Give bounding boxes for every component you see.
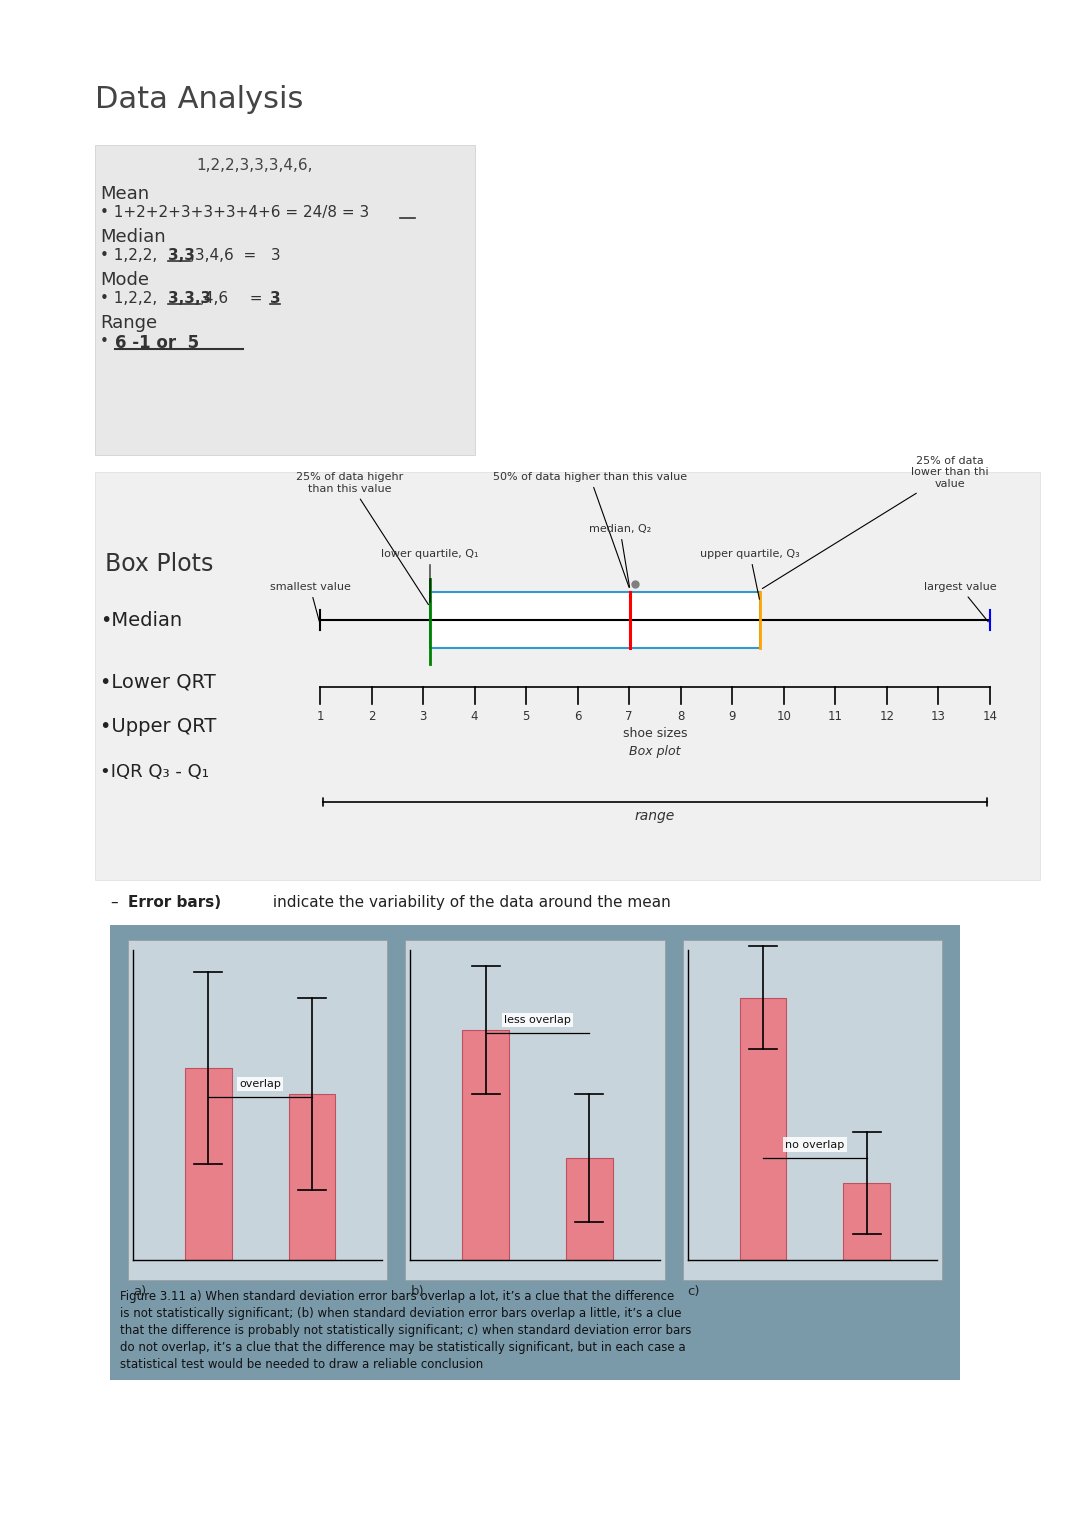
FancyBboxPatch shape [95,145,475,454]
Text: Box plot: Box plot [630,746,680,758]
Text: Data Analysis: Data Analysis [95,85,303,114]
Text: 1: 1 [316,711,324,723]
Text: 6 -1 or  5: 6 -1 or 5 [114,334,199,352]
Text: indicate the variability of the data around the mean: indicate the variability of the data aro… [268,895,671,910]
Text: 2: 2 [368,711,375,723]
Text: upper quartile, Q₃: upper quartile, Q₃ [700,549,800,599]
Text: less overlap: less overlap [504,1014,571,1025]
Text: smallest value: smallest value [270,583,350,621]
Text: median, Q₂: median, Q₂ [589,525,651,587]
Text: overlap: overlap [240,1078,281,1089]
Text: –: – [110,895,118,910]
FancyBboxPatch shape [462,1029,509,1260]
Text: 4: 4 [471,711,478,723]
Text: shoe sizes: shoe sizes [623,727,687,740]
Text: 50% of data higher than this value: 50% of data higher than this value [492,473,687,587]
Text: Mean: Mean [100,185,149,203]
Text: •Median: •Median [100,610,183,630]
Text: • 1+2+2+3+3+3+4+6 = 24/8 = 3: • 1+2+2+3+3+3+4+6 = 24/8 = 3 [100,204,369,220]
Text: 9: 9 [729,711,737,723]
Text: Box Plots: Box Plots [105,552,214,576]
Text: a): a) [133,1286,146,1298]
FancyBboxPatch shape [288,1093,336,1260]
Text: 14: 14 [983,711,998,723]
Text: Figure 3.11 a) When standard deviation error bars overlap a lot, it’s a clue tha: Figure 3.11 a) When standard deviation e… [120,1290,691,1371]
FancyBboxPatch shape [129,939,388,1279]
Text: 3,3: 3,3 [168,249,194,262]
Text: 5: 5 [523,711,530,723]
Text: 3: 3 [419,711,427,723]
FancyBboxPatch shape [740,997,786,1260]
Text: 12: 12 [879,711,894,723]
Text: •Lower QRT: •Lower QRT [100,673,216,691]
Text: 7: 7 [625,711,633,723]
Text: • 1,2,2,: • 1,2,2, [100,249,158,262]
Text: ,4,6: ,4,6 [200,291,229,307]
Text: •IQR Q₃ - Q₁: •IQR Q₃ - Q₁ [100,762,210,781]
Text: 13: 13 [931,711,946,723]
Text: 3,3,3: 3,3,3 [168,291,211,307]
FancyBboxPatch shape [843,1183,890,1260]
Text: Range: Range [100,314,157,332]
Text: 3: 3 [270,291,281,307]
FancyBboxPatch shape [683,939,942,1279]
Text: Mode: Mode [100,271,149,290]
Text: lower quartile, Q₁: lower quartile, Q₁ [381,549,478,602]
Text: c): c) [688,1286,700,1298]
Text: 25% of data
lower than thi
value: 25% of data lower than thi value [762,456,989,589]
Text: •: • [100,334,113,349]
Text: 11: 11 [828,711,842,723]
FancyBboxPatch shape [185,1068,232,1260]
Text: 25% of data higehr
than this value: 25% of data higehr than this value [296,473,429,605]
Text: largest value: largest value [923,583,997,622]
FancyBboxPatch shape [405,939,664,1279]
Text: b): b) [410,1286,424,1298]
FancyBboxPatch shape [566,1157,612,1260]
Text: =: = [240,291,268,307]
Text: no overlap: no overlap [785,1139,845,1150]
Text: ,3,4,6  =   3: ,3,4,6 = 3 [190,249,281,262]
Text: range: range [635,808,675,824]
FancyBboxPatch shape [110,926,960,1380]
Text: Median: Median [100,229,165,246]
Text: Error bars): Error bars) [129,895,221,910]
Text: 10: 10 [777,711,792,723]
Text: 8: 8 [677,711,685,723]
FancyBboxPatch shape [430,592,760,648]
Text: 1,2,2,3,3,3,4,6,: 1,2,2,3,3,3,4,6, [197,159,313,172]
FancyBboxPatch shape [95,473,1040,880]
Text: •Upper QRT: •Upper QRT [100,717,216,737]
Text: 6: 6 [573,711,581,723]
Text: • 1,2,2,: • 1,2,2, [100,291,158,307]
